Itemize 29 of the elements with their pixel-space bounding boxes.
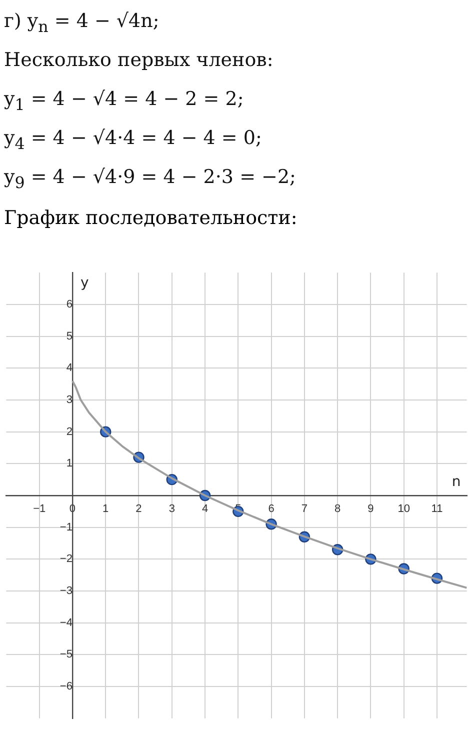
y-tick-label: 5 bbox=[66, 330, 72, 342]
x-tick-label: 9 bbox=[368, 503, 374, 516]
y-tick-label: −5 bbox=[60, 648, 72, 661]
x-tick-label: −1 bbox=[33, 503, 46, 516]
y-axis-title: y bbox=[80, 275, 89, 292]
x-tick-label: 3 bbox=[168, 503, 175, 516]
y-tick-label: −1 bbox=[60, 521, 72, 534]
y-tick-label: 3 bbox=[66, 394, 72, 406]
y-tick-label: −6 bbox=[60, 680, 72, 693]
y-tick-label: −2 bbox=[60, 553, 72, 566]
x-tick-label: 6 bbox=[268, 503, 274, 516]
x-tick-label: 10 bbox=[398, 503, 410, 516]
text: г) y$_{n}$ = 4 − √4n; bbox=[4, 9, 160, 38]
y-tick-label: 1 bbox=[66, 458, 72, 470]
x-tick-label: 1 bbox=[102, 503, 109, 516]
text: y$_{4}$ = 4 − √4·4 = 4 − 4 = 0; bbox=[4, 126, 263, 155]
x-tick-label: 4 bbox=[202, 503, 208, 516]
y-tick-label: −3 bbox=[60, 585, 72, 598]
text: Несколько первых членов: bbox=[4, 48, 274, 73]
text: y$_{9}$ = 4 − √4·9 = 4 − 2·3 = −2; bbox=[4, 165, 297, 194]
chart-title: График последовательности: bbox=[3, 206, 298, 231]
x-tick-label: 7 bbox=[301, 503, 308, 516]
y-tick-label: 6 bbox=[66, 298, 72, 310]
x-tick-label: 8 bbox=[334, 503, 341, 516]
x-tick-label: 2 bbox=[136, 503, 142, 516]
y-tick-label: 2 bbox=[66, 426, 72, 438]
text: y$_{1}$ = 4 − √4 = 4 − 2 = 2; bbox=[4, 87, 245, 116]
x-tick-label: 11 bbox=[431, 503, 443, 516]
x-axis-title: n bbox=[452, 474, 461, 490]
